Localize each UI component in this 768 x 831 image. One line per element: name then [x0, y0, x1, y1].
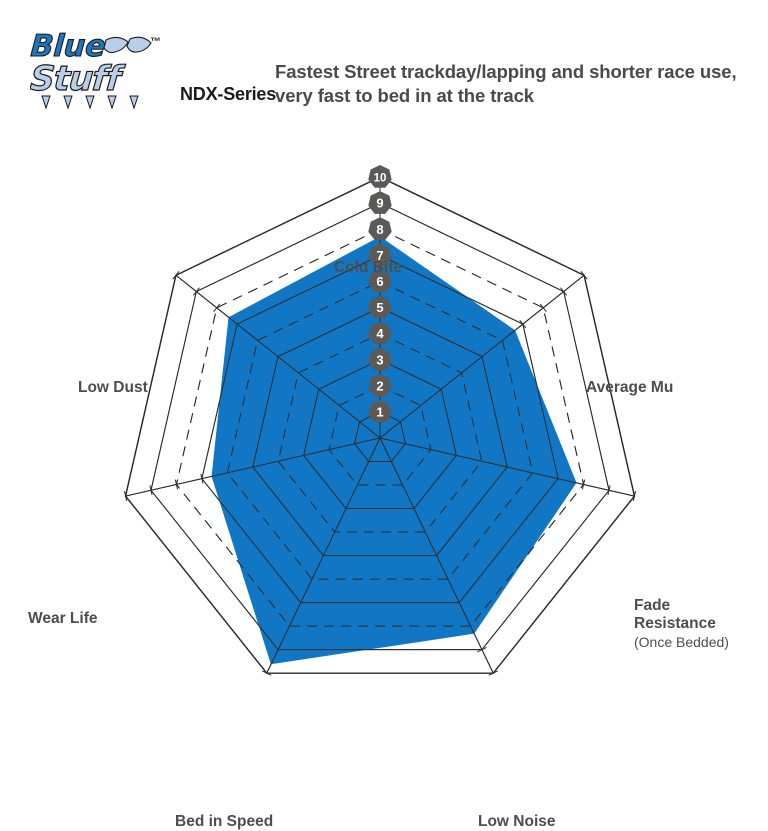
tagline: Fastest Street trackday/lapping and shor… [275, 61, 737, 107]
fade-line-2: Resistance [634, 615, 716, 633]
data-polygon [211, 236, 577, 665]
axis-label-low-noise: Low Noise [478, 813, 556, 830]
series-name: NDX-Series [180, 84, 277, 104]
axis-label-wear-life: Wear Life [28, 610, 98, 627]
radar-chart-svg: 1 2 3 4 5 6 7 8 9 10 [123, 165, 637, 676]
grid-spokes-overlay [125, 177, 635, 674]
svg-text:7: 7 [376, 248, 383, 263]
svg-text:Stuff: Stuff [30, 59, 127, 99]
fade-line-3: (Once Bedded) [634, 633, 729, 650]
svg-text:6: 6 [376, 274, 383, 289]
axis-label-fade-resistance: Fade Resistance (Once Bedded) [634, 597, 729, 650]
header: Blue Stuff [30, 26, 738, 118]
svg-text:4: 4 [376, 326, 384, 341]
trademark-symbol: ™ [150, 36, 162, 48]
grid-rings-overlay [124, 176, 636, 674]
axis-label-low-dust: Low Dust [78, 379, 148, 396]
svg-text:10: 10 [374, 173, 387, 185]
axis-label-bed-in-speed: Bed in Speed [175, 813, 274, 830]
radar-chart-page: Blue Stuff [0, 26, 768, 830]
logo-graphic: Blue Stuff [30, 28, 152, 110]
blue-stuff-logo: Blue Stuff [30, 26, 170, 112]
svg-text:1: 1 [376, 405, 383, 420]
svg-text:9: 9 [376, 196, 383, 211]
svg-text:8: 8 [376, 222, 383, 237]
axis-label-average-mu: Average Mu [586, 379, 674, 396]
svg-text:3: 3 [376, 352, 383, 367]
scale-badges: 1 2 3 4 5 6 7 8 9 10 [368, 165, 392, 423]
svg-text:Blue: Blue [30, 29, 107, 64]
svg-text:5: 5 [376, 300, 383, 315]
axis-label-cold-bite: Cold Bite [334, 259, 403, 276]
radar-chart: 1 2 3 4 5 6 7 8 9 10 Cold Bite Average Mu Fade Re… [0, 120, 768, 830]
svg-text:2: 2 [376, 378, 383, 393]
fade-line-1: Fade [634, 597, 671, 614]
